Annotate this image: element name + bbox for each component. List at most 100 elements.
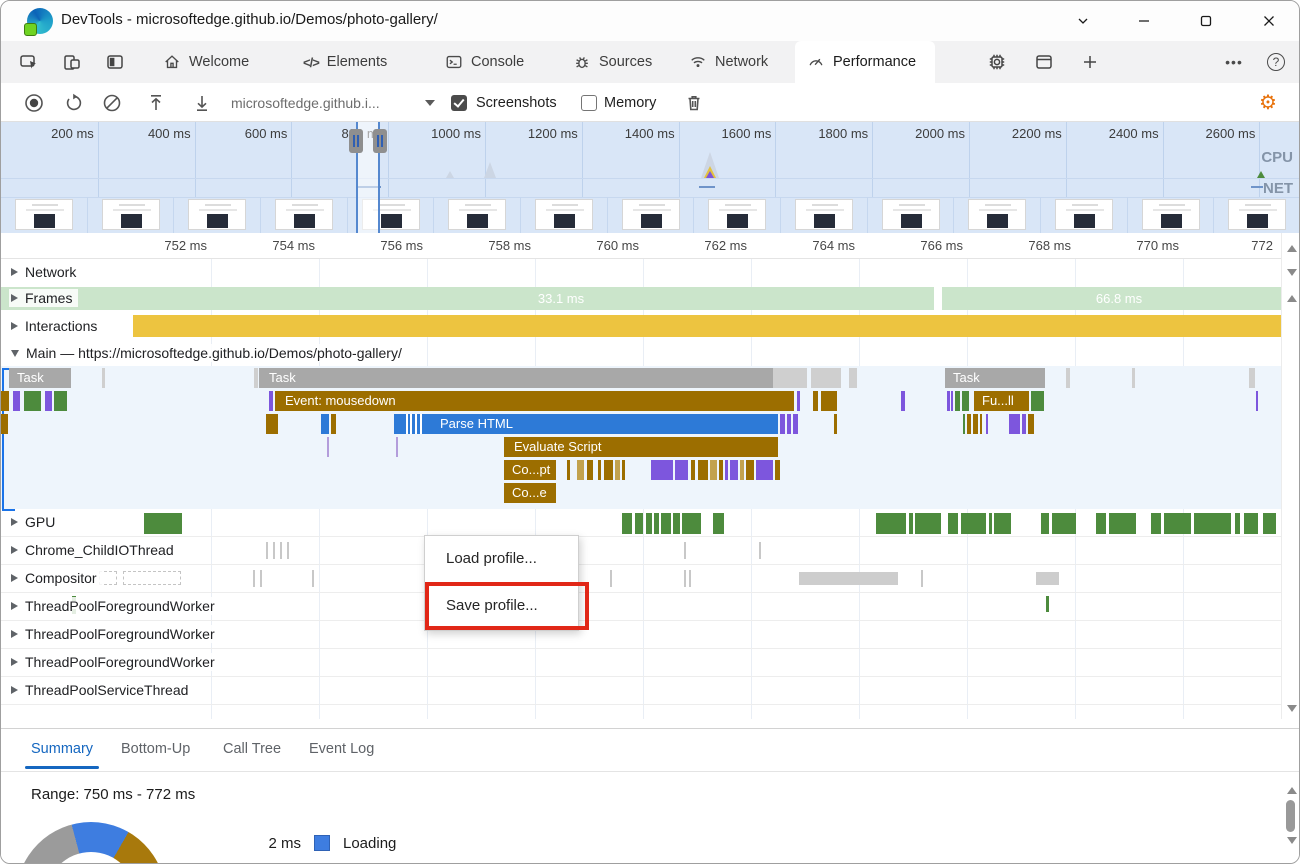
- expander-icon[interactable]: [11, 574, 18, 582]
- film-cell[interactable]: [434, 197, 521, 233]
- flame-bar[interactable]: [780, 414, 785, 434]
- gpu-activity-bar[interactable]: [1244, 513, 1258, 534]
- compositor-activity-bar[interactable]: [799, 572, 898, 585]
- flame-bar[interactable]: [420, 414, 422, 434]
- screenshot-thumbnail[interactable]: [448, 199, 507, 230]
- flame-bar[interactable]: [321, 414, 329, 434]
- film-cell[interactable]: [1214, 197, 1299, 233]
- tab-event-log[interactable]: Event Log: [309, 741, 375, 757]
- browser-layout-icon[interactable]: [1031, 50, 1057, 74]
- flame-bar[interactable]: [710, 460, 717, 480]
- gpu-activity-bar[interactable]: [1235, 513, 1240, 534]
- scroll-up-icon[interactable]: [1287, 295, 1297, 302]
- flame-bar[interactable]: [415, 414, 417, 434]
- film-cell[interactable]: [1, 197, 88, 233]
- flame-bar[interactable]: [406, 414, 408, 434]
- flame-bar[interactable]: [775, 460, 780, 480]
- gpu-activity-bar[interactable]: [909, 513, 913, 534]
- load-profile-icon[interactable]: [143, 90, 169, 116]
- expander-icon[interactable]: [11, 268, 18, 276]
- expander-icon[interactable]: [11, 602, 18, 610]
- flame-bar[interactable]: [901, 391, 905, 411]
- tab-welcome[interactable]: Welcome: [151, 41, 261, 83]
- frame-duration-bar[interactable]: [942, 287, 1281, 310]
- gpu-activity-bar[interactable]: [1263, 513, 1276, 534]
- flame-bar[interactable]: [947, 391, 950, 411]
- selection-right-edge[interactable]: [378, 122, 380, 233]
- minimize-button[interactable]: [1122, 5, 1166, 37]
- screenshots-checkbox[interactable]: [451, 95, 467, 111]
- tab-summary[interactable]: Summary: [25, 729, 100, 770]
- flame-bar[interactable]: [327, 437, 329, 457]
- scroll-up-icon[interactable]: [1287, 787, 1297, 794]
- flame-bar[interactable]: [787, 414, 791, 434]
- flame-bar[interactable]: [773, 368, 807, 388]
- screenshot-filmstrip[interactable]: [1, 197, 1299, 233]
- expander-icon[interactable]: [11, 349, 19, 357]
- gpu-activity-bar[interactable]: [1052, 513, 1076, 534]
- flame-bar[interactable]: [254, 368, 258, 388]
- gpu-activity-bar[interactable]: [635, 513, 643, 534]
- screenshot-thumbnail[interactable]: [101, 199, 160, 230]
- trash-icon[interactable]: [681, 90, 707, 116]
- film-cell[interactable]: [521, 197, 608, 233]
- expander-icon[interactable]: [11, 294, 18, 302]
- frame-duration-bar[interactable]: [1, 287, 934, 310]
- track-main[interactable]: Main — https://microsoftedge.github.io/D…: [9, 344, 408, 362]
- flame-bar[interactable]: [834, 414, 837, 434]
- track-threadpoolservicethread[interactable]: ThreadPoolServiceThread: [9, 681, 195, 699]
- selection-left-edge[interactable]: [356, 122, 358, 233]
- scroll-down-icon[interactable]: [1287, 269, 1297, 276]
- flame-bar-task[interactable]: Task: [9, 368, 71, 388]
- scroll-down-icon[interactable]: [1287, 837, 1297, 844]
- tab-console[interactable]: Console: [433, 41, 536, 83]
- film-cell[interactable]: [781, 197, 868, 233]
- flame-bar-task[interactable]: Task: [945, 368, 1045, 388]
- flame-bar[interactable]: [1028, 414, 1034, 434]
- flame-bar[interactable]: [102, 368, 105, 388]
- gpu-activity-bar[interactable]: [876, 513, 906, 534]
- expander-icon[interactable]: [11, 630, 18, 638]
- track-chrome-childiothread[interactable]: Chrome_ChildIOThread: [9, 541, 180, 559]
- tab-sources[interactable]: Sources: [561, 41, 664, 83]
- flame-bar[interactable]: [675, 460, 688, 480]
- scroll-down-icon[interactable]: [1287, 705, 1297, 712]
- record-icon[interactable]: [21, 90, 47, 116]
- flame-bar[interactable]: [587, 460, 593, 480]
- gpu-activity-bar[interactable]: [682, 513, 701, 534]
- flame-bar[interactable]: [604, 460, 613, 480]
- flame-bar[interactable]: [955, 391, 960, 411]
- clear-icon[interactable]: [99, 90, 125, 116]
- flame-bar[interactable]: [1066, 368, 1070, 388]
- flame-bar[interactable]: [331, 414, 336, 434]
- screenshot-thumbnail[interactable]: [968, 199, 1027, 230]
- gpu-activity-bar[interactable]: [654, 513, 659, 534]
- screenshot-thumbnail[interactable]: [795, 199, 853, 230]
- flame-bar[interactable]: [719, 460, 723, 480]
- flame-bar-evaluate-script[interactable]: Evaluate Script: [504, 437, 778, 457]
- screenshot-thumbnail[interactable]: [1228, 199, 1287, 230]
- add-tab-icon[interactable]: [1077, 50, 1103, 74]
- flame-bar[interactable]: [410, 414, 412, 434]
- menu-item-load-profile[interactable]: Load profile...: [446, 550, 537, 567]
- gpu-activity-bar[interactable]: [622, 513, 632, 534]
- expander-icon[interactable]: [11, 686, 18, 694]
- track-threadpoolforegroundworker-1[interactable]: ThreadPoolForegroundWorker: [9, 597, 221, 615]
- screenshot-thumbnail[interactable]: [275, 199, 333, 230]
- screenshot-thumbnail[interactable]: [188, 199, 247, 230]
- flame-bar[interactable]: [849, 368, 857, 388]
- flame-bar[interactable]: [598, 460, 601, 480]
- selection-handle-right[interactable]: [373, 129, 387, 153]
- timeline-scrollbar[interactable]: [1281, 233, 1299, 719]
- flame-bar[interactable]: [396, 437, 398, 457]
- screenshot-thumbnail[interactable]: [535, 199, 593, 230]
- flame-bar[interactable]: [269, 391, 273, 411]
- maximize-button[interactable]: [1184, 5, 1228, 37]
- flame-bar[interactable]: [793, 414, 798, 434]
- dock-panel-icon[interactable]: [102, 50, 128, 74]
- flame-bar[interactable]: [1022, 414, 1026, 434]
- gpu-activity-bar[interactable]: [1041, 513, 1049, 534]
- gpu-activity-bar[interactable]: [994, 513, 1011, 534]
- flame-bar[interactable]: [967, 414, 971, 434]
- gpu-activity-bar[interactable]: [673, 513, 680, 534]
